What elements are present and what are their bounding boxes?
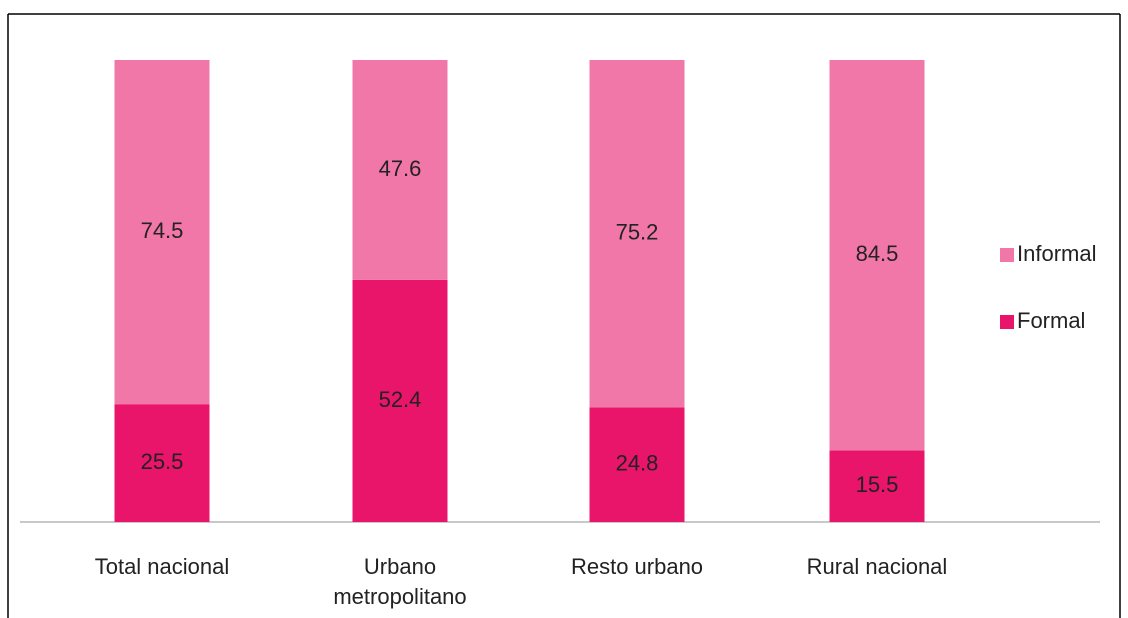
x-tick-label: Urbano metropolitano — [333, 554, 467, 609]
data-label: 47.6 — [379, 156, 422, 181]
legend-label: Formal — [1017, 308, 1085, 333]
bar-segment — [114, 404, 210, 522]
bar-segment — [114, 60, 210, 405]
bar-segment — [589, 60, 685, 408]
bar-segment — [352, 279, 448, 522]
legend-swatch — [1000, 315, 1014, 329]
bar-segment — [829, 60, 925, 451]
data-label: 74.5 — [141, 218, 184, 243]
bar-segment — [829, 450, 925, 522]
bar-segment — [352, 60, 448, 280]
data-label: 75.2 — [616, 220, 659, 245]
bar-segment — [589, 407, 685, 522]
x-tick-label: Total nacional — [94, 554, 230, 579]
x-tick-label: Rural nacional — [806, 554, 948, 579]
x-tick-label: Resto urbano — [570, 554, 704, 579]
data-label: 84.5 — [856, 241, 899, 266]
data-label: 25.5 — [141, 449, 184, 474]
legend-swatch — [1000, 248, 1014, 262]
legend-label: Informal — [1017, 241, 1096, 266]
data-label: 24.8 — [616, 451, 659, 476]
data-label: 52.4 — [379, 387, 422, 412]
data-label: 15.5 — [856, 472, 899, 497]
